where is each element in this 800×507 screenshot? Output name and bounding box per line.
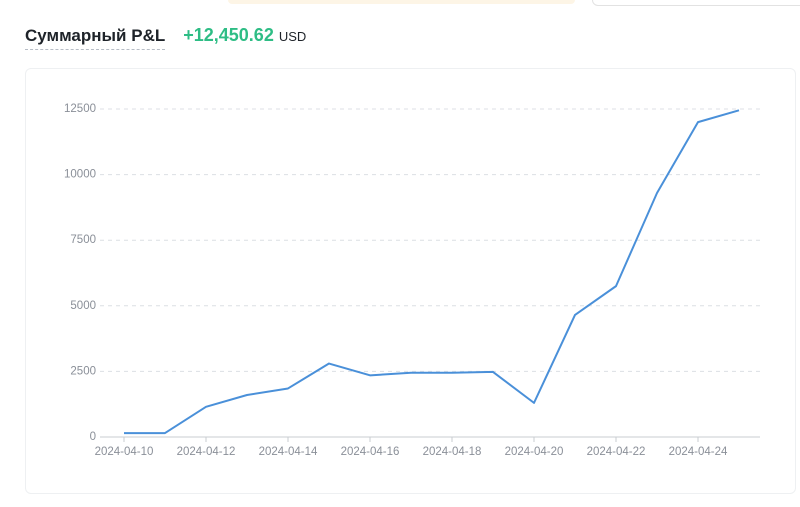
- x-tick-label: 2024-04-12: [177, 446, 236, 458]
- pnl-currency: USD: [278, 29, 307, 44]
- x-tick-label: 2024-04-14: [259, 446, 318, 458]
- pnl-line: [124, 109, 740, 435]
- chart-card: [25, 68, 796, 494]
- y-tick-label: 10000: [64, 169, 96, 181]
- pnl-header: Суммарный P&L +12,450.62 USD: [25, 25, 306, 50]
- search-box[interactable]: [592, 0, 800, 6]
- x-tick-label: 2024-04-24: [669, 446, 728, 458]
- banner: [228, 0, 575, 4]
- y-tick-label: 0: [90, 431, 96, 443]
- x-tick-label: 2024-04-16: [341, 446, 400, 458]
- y-tick-label: 12500: [64, 103, 96, 115]
- pnl-value: +12,450.62: [183, 25, 274, 45]
- x-tick-label: 2024-04-10: [95, 446, 154, 458]
- y-tick-label: 7500: [70, 234, 96, 246]
- x-tick-label: 2024-04-18: [423, 446, 482, 458]
- pnl-title[interactable]: Суммарный P&L: [25, 26, 166, 50]
- x-tick-label: 2024-04-20: [505, 446, 564, 458]
- y-tick-label: 5000: [70, 300, 96, 312]
- x-tick-label: 2024-04-22: [587, 446, 646, 458]
- y-tick-label: 2500: [70, 365, 96, 377]
